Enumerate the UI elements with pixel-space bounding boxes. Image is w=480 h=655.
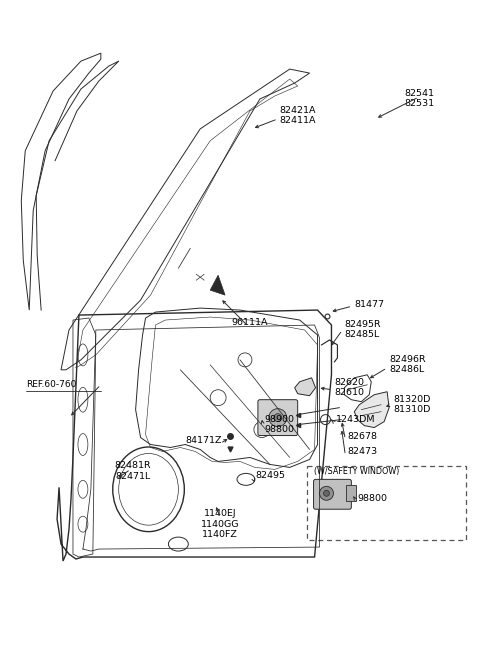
Text: 1140EJ
1140GG
1140FZ: 1140EJ 1140GG 1140FZ [201,509,240,539]
Text: 82541
82531: 82541 82531 [404,89,434,109]
Text: 82473: 82473 [348,447,377,457]
FancyBboxPatch shape [313,479,351,509]
Text: (W/SAFETY WINDOW): (W/SAFETY WINDOW) [313,468,399,476]
Text: 82678: 82678 [348,432,377,441]
Text: 82620
82610: 82620 82610 [335,378,364,397]
Text: 96111A: 96111A [232,318,268,327]
Polygon shape [210,275,225,295]
Polygon shape [354,392,389,428]
Circle shape [269,409,287,426]
Circle shape [320,486,334,500]
Text: 1243DM: 1243DM [336,415,375,424]
Text: REF.60-760: REF.60-760 [26,380,77,389]
Text: 81477: 81477 [354,300,384,309]
Text: 82495: 82495 [255,472,285,480]
Text: 81320D
81310D: 81320D 81310D [393,395,431,414]
FancyBboxPatch shape [258,400,298,436]
FancyBboxPatch shape [347,485,356,501]
Text: 98900
98800: 98900 98800 [265,415,295,434]
Text: 82481R
82471L: 82481R 82471L [114,461,151,481]
Text: 82496R
82486L: 82496R 82486L [389,355,426,374]
Text: 82421A
82411A: 82421A 82411A [280,106,316,125]
Polygon shape [295,378,315,396]
Circle shape [324,491,329,496]
Text: 82495R
82485L: 82495R 82485L [344,320,381,339]
Text: 84171Z: 84171Z [186,436,222,445]
Text: 98800: 98800 [357,495,387,503]
Circle shape [274,414,282,422]
